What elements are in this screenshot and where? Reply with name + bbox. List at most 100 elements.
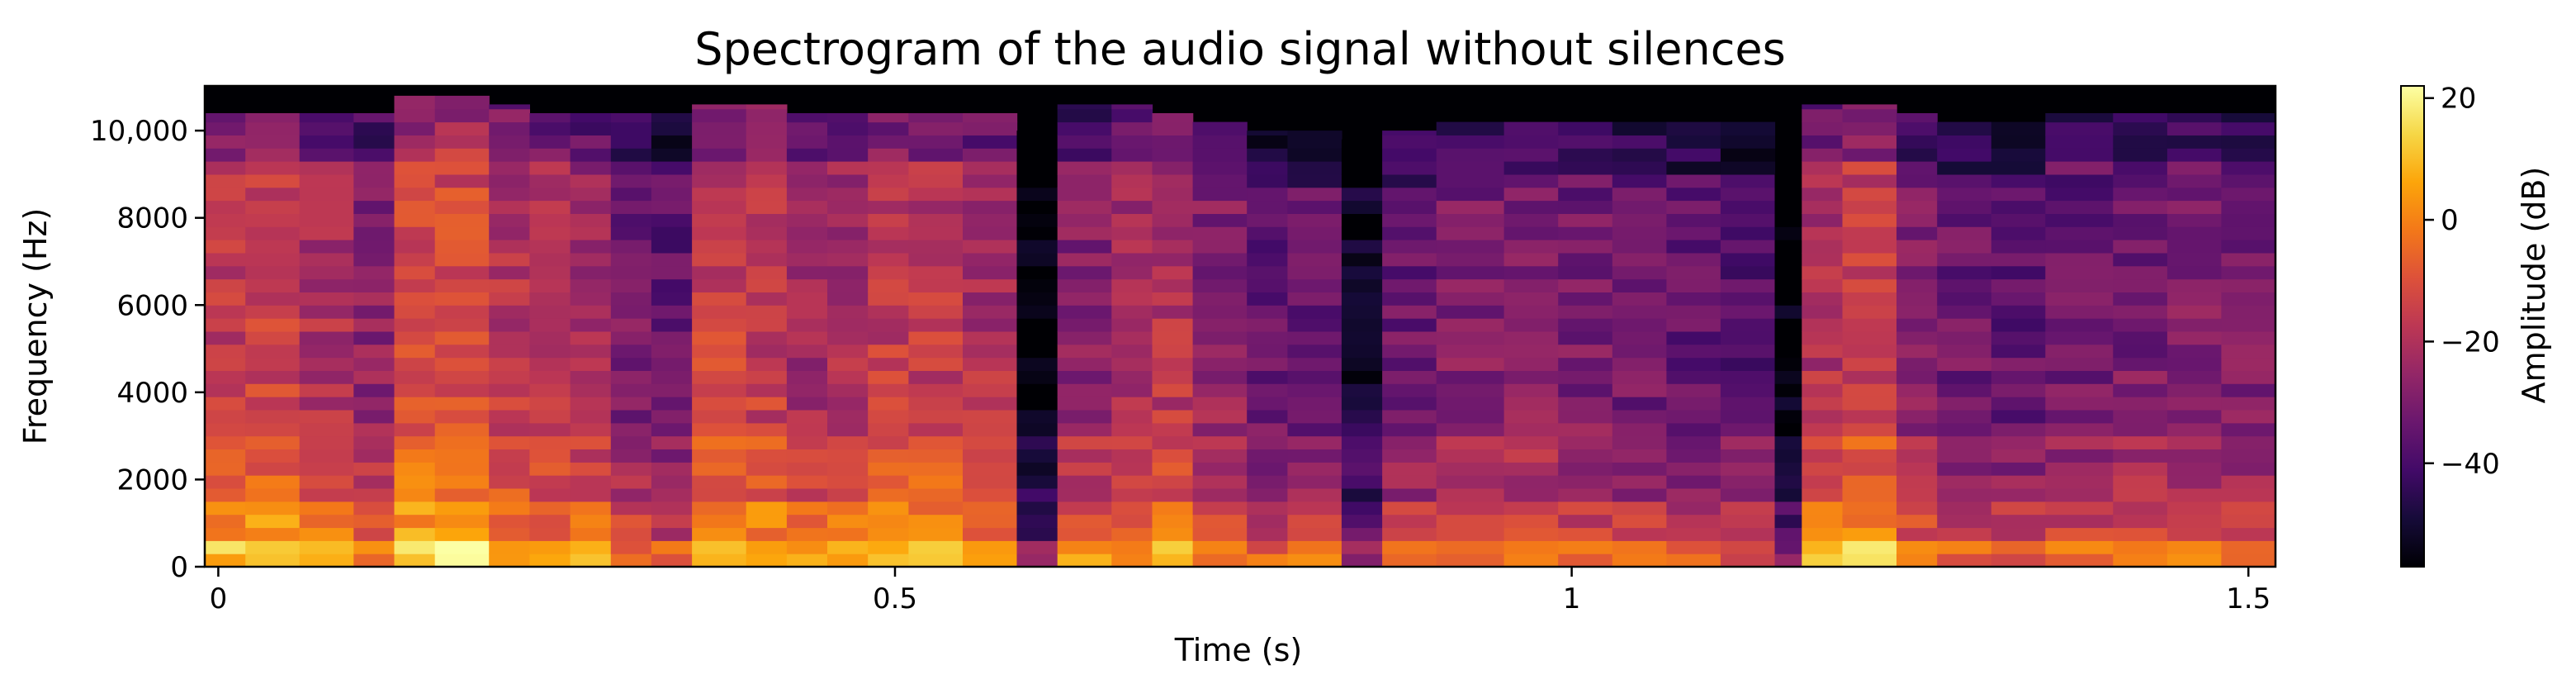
spectrogram-cell [692,527,747,541]
spectrogram-cell [908,135,964,149]
spectrogram-cell [908,305,964,319]
spectrogram-cell [2045,540,2114,554]
spectrogram-cell [827,501,869,516]
spectrogram-cell [1896,278,1938,292]
spectrogram-cell [868,135,909,149]
spectrogram-cell [1247,449,1288,463]
spectrogram-cell [1896,173,1938,188]
spectrogram-cell [827,554,869,568]
spectrogram-cell [1666,318,1721,332]
spectrogram-cell [489,104,530,110]
spectrogram-cell [299,370,354,384]
spectrogram-cell [1341,161,1383,175]
spectrogram-cell [610,173,652,188]
spectrogram-cell [529,161,571,175]
spectrogram-cell [205,278,246,292]
spectrogram-cell [1152,383,1194,397]
spectrogram-cell [1896,514,1938,529]
spectrogram-cell [299,410,354,424]
spectrogram-cell [2045,113,2114,123]
spectrogram-cell [1341,357,1383,371]
spectrogram-cell [1612,462,1667,476]
spectrogram-cell [786,173,828,188]
spectrogram-cell [434,213,490,227]
spectrogram-cell [2113,265,2168,280]
spectrogram-cell [299,462,354,476]
spectrogram-cell [1558,161,1613,175]
spectrogram-cell [245,357,301,371]
spectrogram-cell [434,422,490,437]
spectrogram-cell [2045,397,2114,411]
spectrogram-cell [1666,540,1721,554]
spectrogram-cell [786,292,828,306]
spectrogram-cell [1802,104,1844,110]
spectrogram-cell [1247,488,1288,502]
spectrogram-cell [827,252,869,267]
spectrogram-cell [868,488,909,502]
spectrogram-cell [2166,252,2223,267]
spectrogram-cell [1937,318,1992,332]
spectrogram-cell [245,173,301,188]
spectrogram-cell [1666,554,1721,568]
spectrogram-cell [1247,252,1288,267]
spectrogram-cell [1192,240,1248,254]
spectrogram-cell [1720,265,1776,280]
spectrogram-cell [868,475,909,489]
spectrogram-cell [1111,357,1153,371]
spectrogram-cell [2113,148,2168,162]
spectrogram-cell [2221,187,2276,202]
spectrogram-cell [529,278,571,292]
spectrogram-cell [1247,318,1288,332]
spectrogram-cell [489,121,530,135]
spectrogram-cell [394,240,436,254]
spectrogram-cell [394,383,436,397]
spectrogram-cell [746,121,788,135]
spectrogram-cell [1016,410,1058,424]
spectrogram-cell [746,135,788,149]
spectrogram-cell [1057,540,1112,554]
spectrogram-cell [489,318,530,332]
spectrogram-cell [1612,330,1667,345]
spectrogram-cell [1774,200,1802,214]
spectrogram-cell [1111,488,1153,502]
spectrogram-cell [1382,435,1437,449]
spectrogram-cell [2113,370,2168,384]
spectrogram-cell [394,95,436,110]
spectrogram-cell [1382,527,1437,541]
spectrogram-cell [1802,462,1844,476]
spectrogram-cell [1436,344,1505,359]
spectrogram-cell [1341,422,1383,437]
spectrogram-cell [786,475,828,489]
spectrogram-cell [610,148,652,162]
spectrogram-cell [1382,252,1437,267]
spectrogram-cell [1192,357,1248,371]
spectrogram-cell [1991,422,2046,437]
spectrogram-cell [746,449,788,463]
spectrogram-cell [746,252,788,267]
spectrogram-cell [299,422,354,437]
spectrogram-cell [1842,265,1897,280]
spectrogram-cell [2113,318,2168,332]
spectrogram-cell [1016,422,1058,437]
spectrogram-cell [394,108,436,123]
spectrogram-cell [651,226,693,240]
spectrogram-cell [1937,514,1992,529]
spectrogram-cell [1287,131,1342,135]
spectrogram-cell [2045,213,2114,227]
spectrogram-cell [1774,305,1802,319]
spectrogram-cell [1842,148,1897,162]
spectrogram-cell [692,121,747,135]
spectrogram-cell [868,200,909,214]
spectrogram-cell [1802,252,1844,267]
spectrogram-cell [529,252,571,267]
spectrogram-cell [692,240,747,254]
spectrogram-cell [1720,344,1776,359]
spectrogram-cell [1991,213,2046,227]
spectrogram-cell [205,330,246,345]
spectrogram-cell [1666,187,1721,202]
spectrogram-cell [1612,488,1667,502]
y-tick-label: 2000 [116,463,188,497]
spectrogram-cell [1666,449,1721,463]
spectrogram-cell [394,265,436,280]
spectrogram-cell [1436,370,1505,384]
